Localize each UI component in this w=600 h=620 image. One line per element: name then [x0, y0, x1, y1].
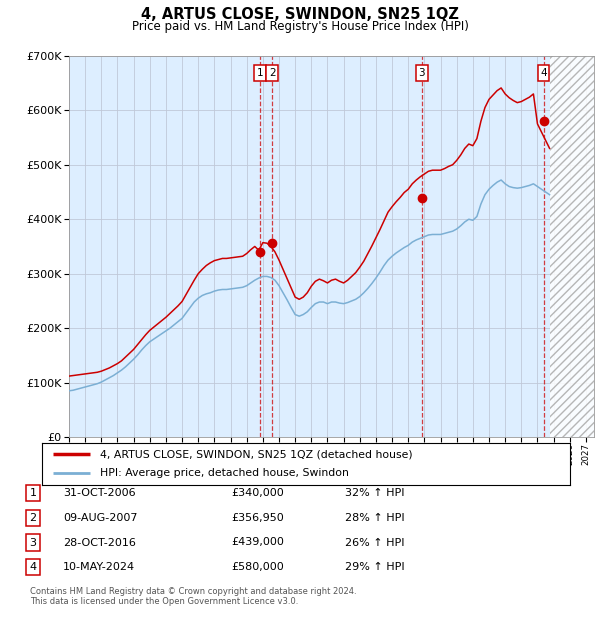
Text: 2: 2: [269, 68, 275, 78]
Text: £340,000: £340,000: [231, 488, 284, 498]
Text: 4, ARTUS CLOSE, SWINDON, SN25 1QZ: 4, ARTUS CLOSE, SWINDON, SN25 1QZ: [141, 7, 459, 22]
Text: 32% ↑ HPI: 32% ↑ HPI: [345, 488, 404, 498]
Text: 10-MAY-2024: 10-MAY-2024: [63, 562, 135, 572]
Text: 2: 2: [29, 513, 37, 523]
Text: 4: 4: [540, 68, 547, 78]
Text: HPI: Average price, detached house, Swindon: HPI: Average price, detached house, Swin…: [100, 469, 349, 479]
Text: 29% ↑ HPI: 29% ↑ HPI: [345, 562, 404, 572]
Text: 3: 3: [418, 68, 425, 78]
Text: 1: 1: [257, 68, 263, 78]
Bar: [550, 56, 594, 437]
Text: 09-AUG-2007: 09-AUG-2007: [63, 513, 137, 523]
Text: 28-OCT-2016: 28-OCT-2016: [63, 538, 136, 547]
Text: 31-OCT-2006: 31-OCT-2006: [63, 488, 136, 498]
Text: 1: 1: [29, 488, 37, 498]
Text: 4: 4: [29, 562, 37, 572]
Text: £580,000: £580,000: [231, 562, 284, 572]
Text: Price paid vs. HM Land Registry's House Price Index (HPI): Price paid vs. HM Land Registry's House …: [131, 20, 469, 33]
Text: 4, ARTUS CLOSE, SWINDON, SN25 1QZ (detached house): 4, ARTUS CLOSE, SWINDON, SN25 1QZ (detac…: [100, 449, 413, 459]
Text: 28% ↑ HPI: 28% ↑ HPI: [345, 513, 404, 523]
Text: £439,000: £439,000: [231, 538, 284, 547]
Text: Contains HM Land Registry data © Crown copyright and database right 2024.: Contains HM Land Registry data © Crown c…: [30, 587, 356, 596]
Text: 26% ↑ HPI: 26% ↑ HPI: [345, 538, 404, 547]
Text: £356,950: £356,950: [231, 513, 284, 523]
Text: 3: 3: [29, 538, 37, 547]
Text: This data is licensed under the Open Government Licence v3.0.: This data is licensed under the Open Gov…: [30, 597, 298, 606]
